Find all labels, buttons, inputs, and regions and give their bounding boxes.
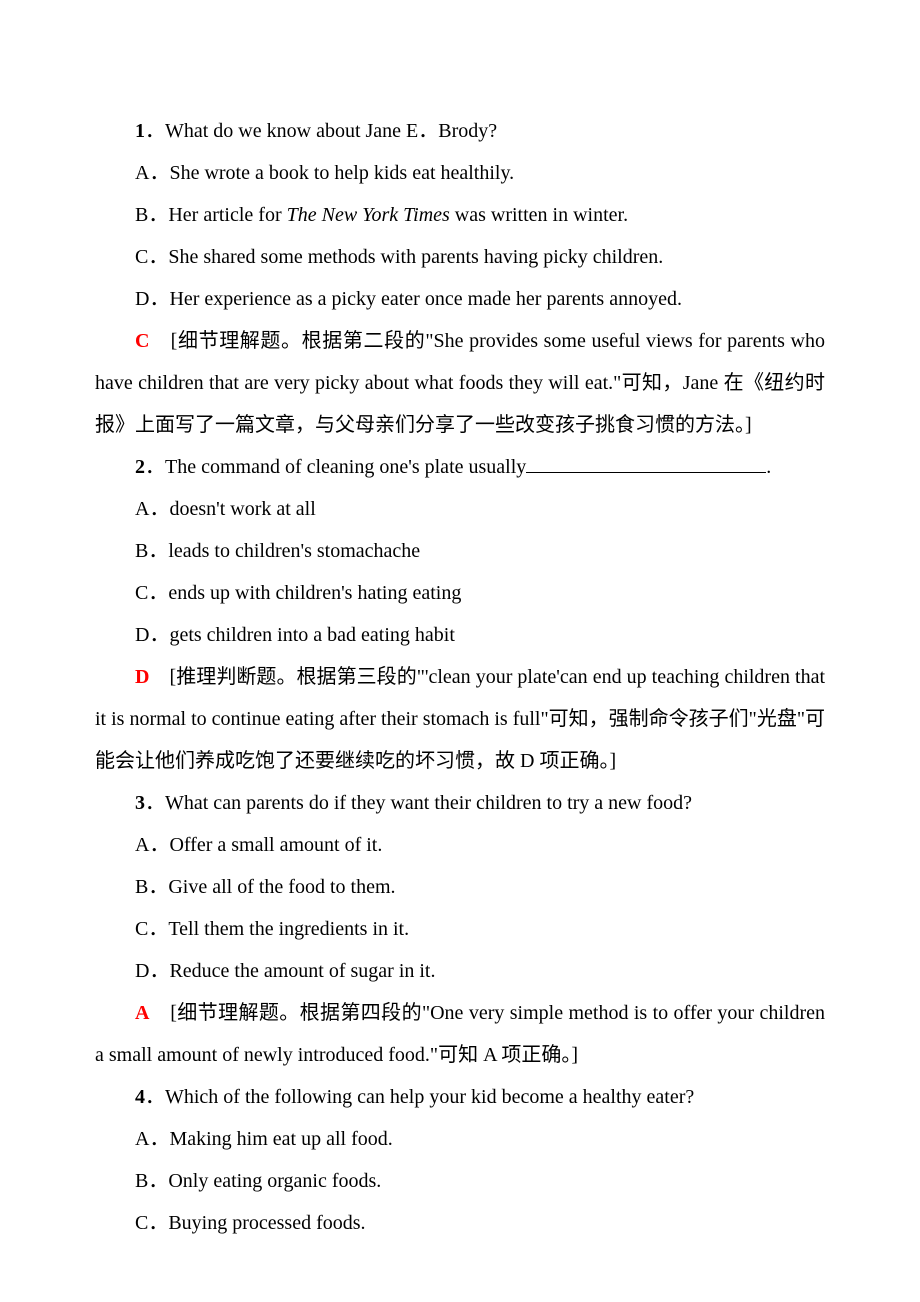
q2-option-a: A．doesn't work at all — [95, 488, 825, 530]
q2-answer-block: D [推理判断题。根据第三段的"'clean your plate'can en… — [95, 656, 825, 782]
q4-option-a: A．Making him eat up all food. — [95, 1118, 825, 1160]
q3-answer: A — [135, 1002, 149, 1024]
q1-question: 1．What do we know about Jane E．Brody? — [95, 110, 825, 152]
q2-explain: [推理判断题。根据第三段的"'clean your plate'can end … — [95, 666, 825, 772]
q1-b-suffix: was written in winter. — [450, 204, 628, 226]
q1-b-prefix: B．Her article for — [135, 204, 287, 226]
q2-option-c: C．ends up with children's hating eating — [95, 572, 825, 614]
q3-question: 3．What can parents do if they want their… — [95, 782, 825, 824]
q4-sep: ． — [145, 1086, 165, 1108]
q1-b-italic: The New York Times — [287, 204, 450, 226]
q3-number: 3 — [135, 792, 145, 814]
q1-option-d: D．Her experience as a picky eater once m… — [95, 278, 825, 320]
q3-option-a: A．Offer a small amount of it. — [95, 824, 825, 866]
q1-option-c: C．She shared some methods with parents h… — [95, 236, 825, 278]
q2-option-b: B．leads to children's stomachache — [95, 530, 825, 572]
q2-option-d: D．gets children into a bad eating habit — [95, 614, 825, 656]
q2-question: 2．The command of cleaning one's plate us… — [95, 446, 825, 488]
q4-text: Which of the following can help your kid… — [165, 1086, 694, 1108]
q1-option-b: B．Her article for The New York Times was… — [95, 194, 825, 236]
q2-blank — [526, 472, 766, 473]
q3-sep: ． — [145, 792, 165, 814]
q4-question: 4．Which of the following can help your k… — [95, 1076, 825, 1118]
q3-option-b: B．Give all of the food to them. — [95, 866, 825, 908]
q1-explain: [细节理解题。根据第二段的"She provides some useful v… — [95, 330, 825, 436]
q1-answer: C — [135, 330, 149, 352]
q2-text-before: The command of cleaning one's plate usua… — [165, 456, 526, 478]
q4-option-b: B．Only eating organic foods. — [95, 1160, 825, 1202]
q2-sep: ． — [145, 456, 165, 478]
q4-option-c: C．Buying processed foods. — [95, 1202, 825, 1244]
q3-option-c: C．Tell them the ingredients in it. — [95, 908, 825, 950]
q3-answer-block: A [细节理解题。根据第四段的"One very simple method i… — [95, 992, 825, 1076]
q1-option-a: A．She wrote a book to help kids eat heal… — [95, 152, 825, 194]
q4-number: 4 — [135, 1086, 145, 1108]
q3-explain: [细节理解题。根据第四段的"One very simple method is … — [95, 1002, 825, 1066]
q2-answer: D — [135, 666, 149, 688]
q1-answer-block: C [细节理解题。根据第二段的"She provides some useful… — [95, 320, 825, 446]
q1-sep: ． — [145, 120, 165, 142]
q1-number: 1 — [135, 120, 145, 142]
q2-text-after: . — [766, 456, 771, 478]
q2-number: 2 — [135, 456, 145, 478]
q3-option-d: D．Reduce the amount of sugar in it. — [95, 950, 825, 992]
q1-text: What do we know about Jane E．Brody? — [165, 120, 497, 142]
q3-text: What can parents do if they want their c… — [165, 792, 692, 814]
